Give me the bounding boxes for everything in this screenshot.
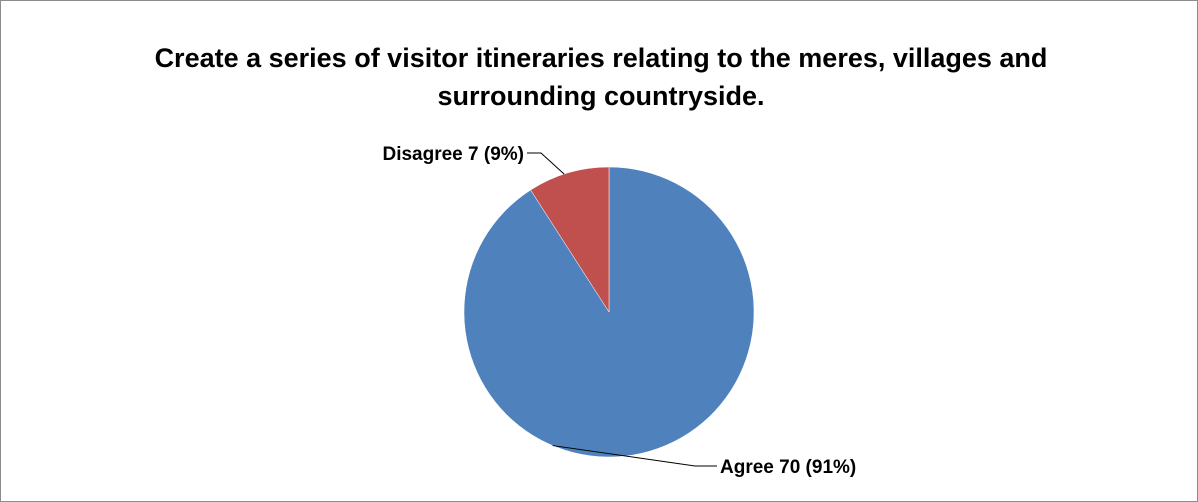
leader-line-disagree [527,152,565,175]
chart-title: Create a series of visitor itineraries r… [154,43,1048,111]
pie-slices [463,166,755,458]
leader-lines [527,152,717,467]
pie-slice-disagree [530,166,610,313]
data-label-disagree: Disagree 7 (9%) [382,144,524,165]
data-label-agree: Agree 70 (91%) [720,457,856,478]
leader-line-agree [552,445,717,467]
data-labels: Agree 70 (91%) Disagree 7 (9%) [382,144,856,478]
